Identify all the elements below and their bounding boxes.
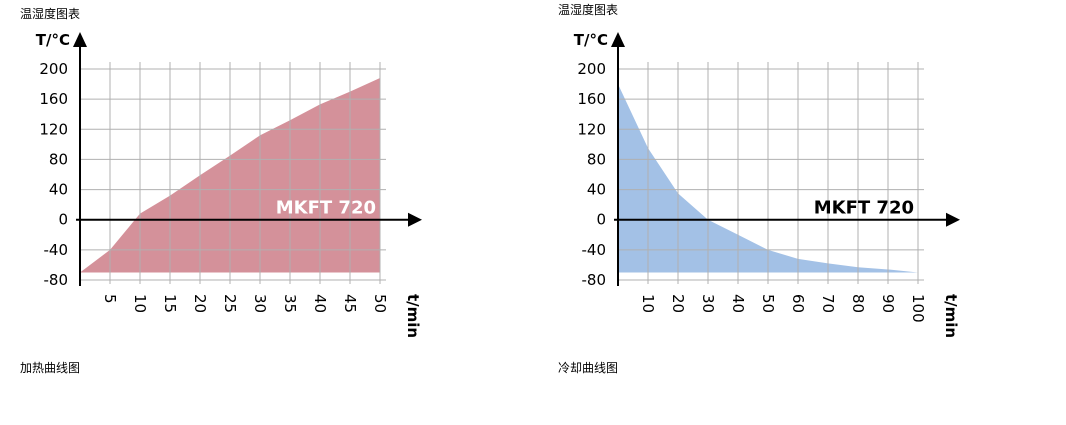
y-axis-label: T/°C (36, 31, 70, 49)
y-tick-label: 160 (39, 90, 68, 108)
header: 温湿度图表 (20, 6, 80, 21)
x-tick-label: 20 (669, 294, 687, 313)
x-tick-label: 80 (849, 294, 867, 313)
x-tick-label: 30 (251, 294, 269, 313)
y-axis-label: T/°C (574, 31, 608, 49)
x-tick-label: 25 (221, 294, 239, 313)
y-tick-label: -80 (582, 271, 607, 289)
x-tick-label: 30 (699, 294, 717, 313)
caption: 冷却曲线图 (558, 361, 618, 375)
x-tick-label: 35 (281, 294, 299, 313)
area (618, 84, 918, 273)
y-tick-label: 40 (587, 181, 606, 199)
x-tick-label: 70 (819, 294, 837, 313)
y-tick-label: 40 (49, 181, 68, 199)
y-tick-label: 120 (577, 120, 606, 138)
y-tick-label: 0 (58, 211, 68, 229)
x-tick-label: 10 (131, 294, 149, 313)
x-tick-label: 15 (161, 294, 179, 313)
y-tick-label: 160 (577, 90, 606, 108)
x-tick-label: 90 (879, 294, 897, 313)
x-tick-label: 50 (759, 294, 777, 313)
x-tick-label: 40 (729, 294, 747, 313)
y-tick-label: -40 (582, 241, 607, 259)
caption: 加热曲线图 (20, 361, 80, 375)
x-tick-label: 60 (789, 294, 807, 313)
x-tick-label: 20 (191, 294, 209, 313)
y-tick-label: -40 (44, 241, 69, 259)
x-tick-label: 100 (909, 294, 927, 323)
y-axis-arrow (73, 32, 87, 47)
annotation: MKFT 720 (814, 198, 914, 219)
x-axis-label: t/min (942, 294, 960, 338)
y-tick-label: 80 (49, 150, 68, 168)
x-tick-label: 50 (371, 294, 389, 313)
y-tick-label: 120 (39, 120, 68, 138)
x-axis-label: t/min (404, 294, 422, 338)
x-tick-label: 45 (341, 294, 359, 313)
annotation: MKFT 720 (276, 198, 376, 219)
y-tick-label: 200 (577, 60, 606, 78)
y-tick-label: 0 (596, 211, 606, 229)
x-axis-arrow (408, 212, 422, 227)
x-tick-label: 5 (101, 294, 119, 304)
x-axis-arrow (946, 212, 960, 227)
header: 温湿度图表 (558, 2, 618, 17)
y-tick-label: 200 (39, 60, 68, 78)
x-tick-label: 10 (639, 294, 657, 313)
y-axis-arrow (611, 32, 625, 47)
y-tick-label: 80 (587, 150, 606, 168)
x-tick-label: 40 (311, 294, 329, 313)
y-tick-label: -80 (44, 271, 69, 289)
